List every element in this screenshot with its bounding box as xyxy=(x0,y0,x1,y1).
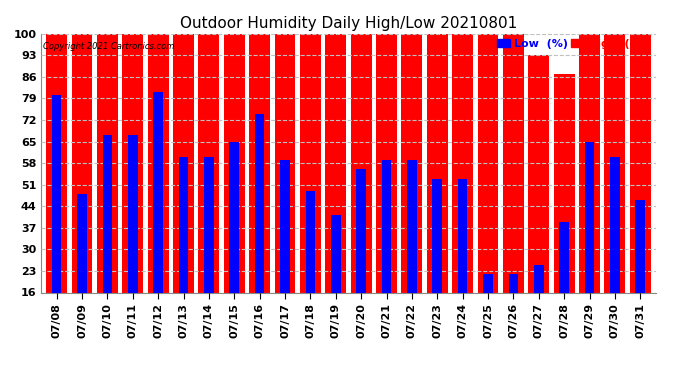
Bar xyxy=(326,34,346,342)
Bar xyxy=(579,34,600,342)
Bar xyxy=(407,160,417,342)
Bar xyxy=(509,274,518,342)
Bar xyxy=(604,34,625,342)
Bar xyxy=(306,191,315,342)
Bar xyxy=(204,157,214,342)
Bar xyxy=(458,178,467,342)
Bar xyxy=(52,95,61,342)
Bar xyxy=(249,34,270,342)
Bar xyxy=(477,34,498,342)
Bar xyxy=(635,200,645,342)
Bar xyxy=(503,34,524,342)
Bar xyxy=(148,34,168,342)
Title: Outdoor Humidity Daily High/Low 20210801: Outdoor Humidity Daily High/Low 20210801 xyxy=(180,16,517,31)
Bar xyxy=(153,92,163,342)
Bar xyxy=(77,194,87,342)
Bar xyxy=(483,274,493,342)
Bar xyxy=(280,160,290,342)
Bar xyxy=(402,34,422,342)
Bar xyxy=(376,34,397,342)
Bar xyxy=(529,56,549,342)
Bar xyxy=(534,265,544,342)
Bar xyxy=(300,34,321,342)
Text: Copyright 2021 Cartronics.com: Copyright 2021 Cartronics.com xyxy=(43,42,174,51)
Bar xyxy=(275,34,295,342)
Bar xyxy=(72,34,92,342)
Bar xyxy=(356,169,366,342)
Bar xyxy=(560,222,569,342)
Bar xyxy=(452,34,473,342)
Bar xyxy=(433,178,442,342)
Bar xyxy=(173,34,194,342)
Bar xyxy=(382,160,391,342)
Bar xyxy=(351,34,371,342)
Bar xyxy=(179,157,188,342)
Bar xyxy=(610,157,620,342)
Bar xyxy=(97,34,118,342)
Bar xyxy=(427,34,448,342)
Bar xyxy=(46,34,67,342)
Bar xyxy=(128,135,137,342)
Legend: Low  (%), High  (%): Low (%), High (%) xyxy=(493,34,650,53)
Bar xyxy=(230,142,239,342)
Bar xyxy=(103,135,112,342)
Bar xyxy=(554,74,575,342)
Bar xyxy=(584,142,594,342)
Bar xyxy=(199,34,219,342)
Bar xyxy=(331,216,341,342)
Bar xyxy=(224,34,245,342)
Bar xyxy=(630,34,651,342)
Bar xyxy=(255,114,264,342)
Bar xyxy=(122,34,143,342)
